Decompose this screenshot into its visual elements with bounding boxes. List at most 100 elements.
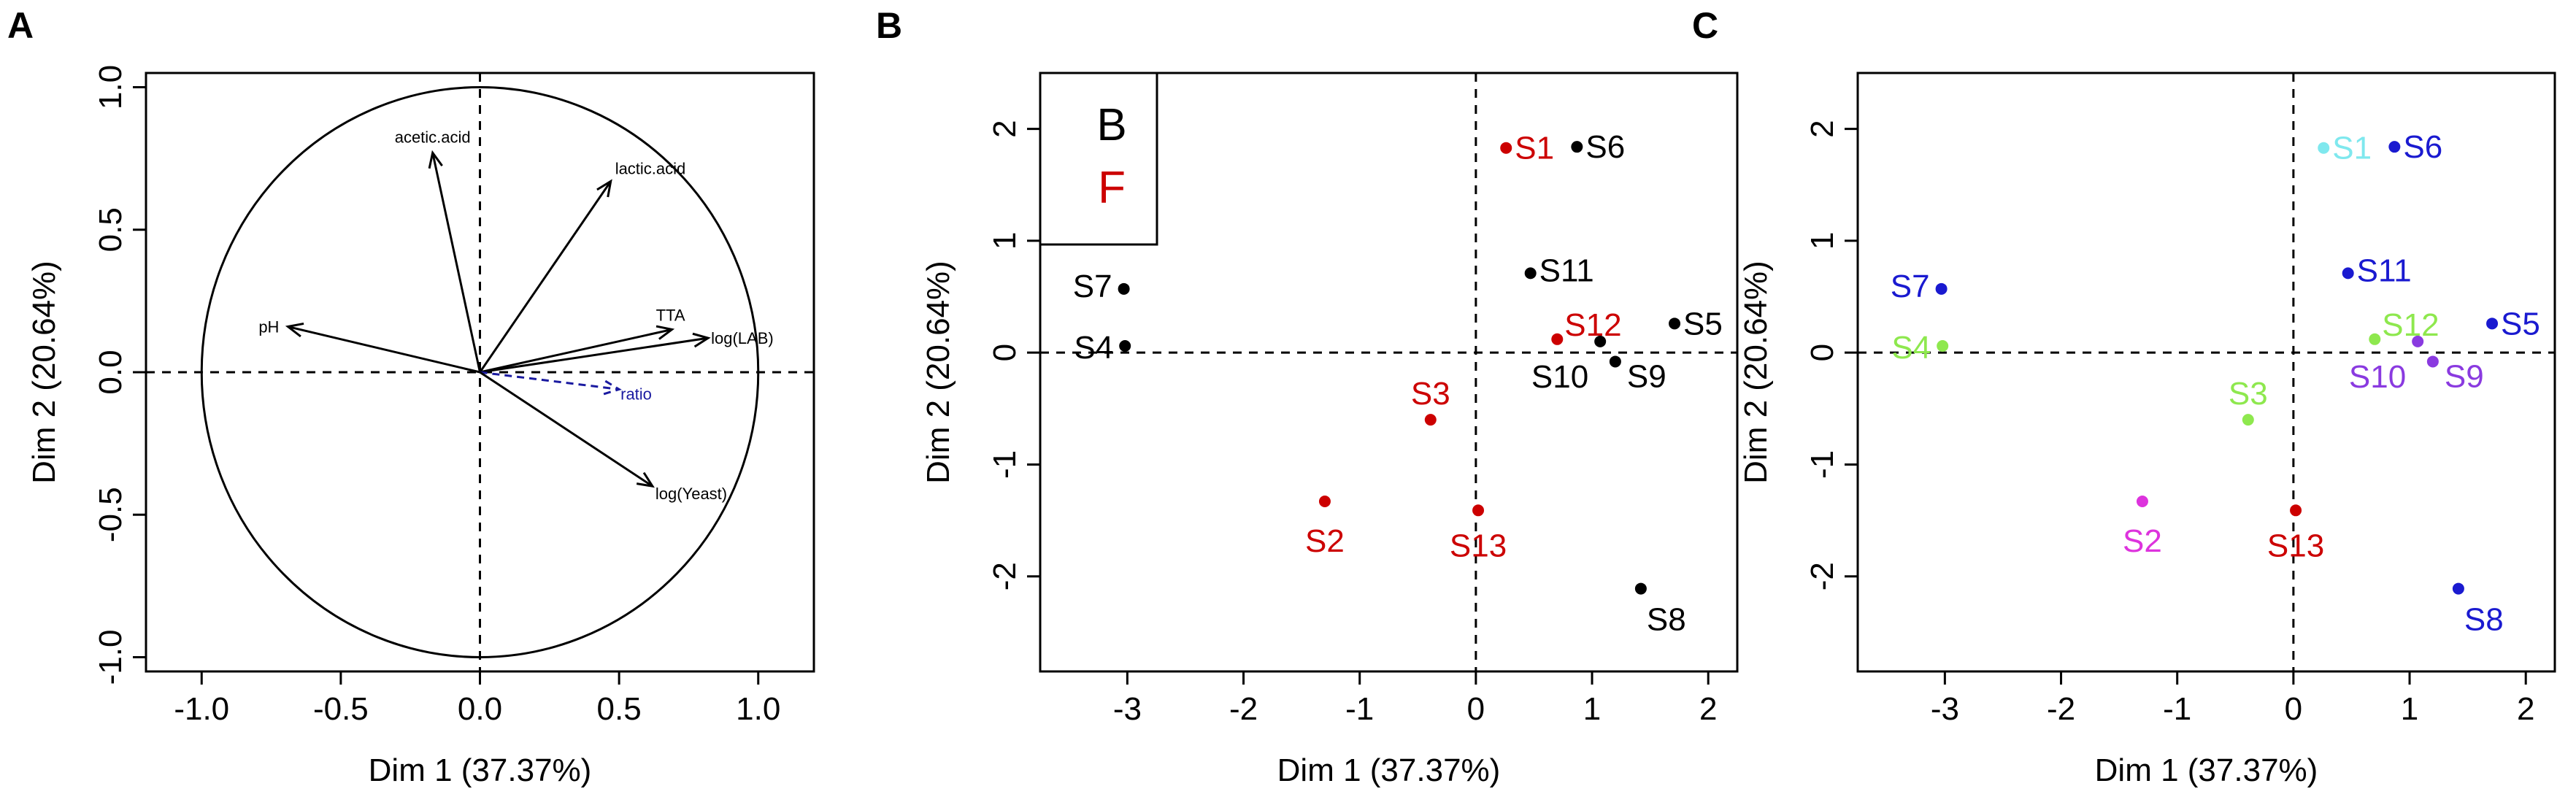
point-label: S7 [1073, 269, 1112, 304]
point-label: S11 [1539, 253, 1594, 288]
vector-arrow [480, 336, 709, 374]
x-tick-label: -1 [1345, 691, 1374, 727]
point-label: S9 [2445, 358, 2484, 394]
x-tick-label: -2 [2047, 691, 2075, 727]
vector-arrow [479, 180, 612, 373]
vector-arrowhead [692, 332, 711, 348]
data-point [2388, 141, 2401, 153]
y-tick-label: -1 [987, 450, 1023, 479]
correlation-circle [200, 86, 760, 658]
point-label: S13 [1450, 528, 1507, 563]
point-label: S11 [2357, 253, 2412, 288]
vector-label: pH [258, 318, 279, 336]
x-tick-label: 1 [2401, 691, 2418, 727]
point-label: S1 [2332, 131, 2372, 166]
data-point [1524, 267, 1537, 280]
panel-a: A -1.0 -0.5 0.0 0.5 1.0 -1.0 -0.5 0.0 0.5 1.0 Dim 1… [7, 5, 815, 788]
data-point [1118, 282, 1130, 295]
data-point [2369, 333, 2381, 345]
point-label: S10 [2349, 359, 2406, 395]
vector-label: log(LAB) [711, 329, 774, 347]
y-tick-label: 1 [1804, 232, 1840, 250]
vector-arrowhead [285, 322, 304, 338]
y-tick-label: -1.0 [93, 630, 128, 685]
y-tick-label: 0 [987, 344, 1023, 361]
x-axis-title: Dim 1 (37.37%) [2095, 752, 2318, 788]
vector-arrow [480, 328, 672, 374]
data-point [2426, 355, 2439, 368]
data-point [1594, 335, 1607, 347]
vector-label: TTA [656, 306, 685, 324]
data-point [1551, 333, 1564, 345]
x-tick-label: 1.0 [736, 691, 780, 727]
point-label: S2 [1305, 523, 1345, 559]
y-tick-label: 1.0 [93, 65, 128, 109]
data-point [1571, 141, 1583, 153]
panel-letter: C [1692, 5, 1718, 46]
x-tick-label: -3 [1113, 691, 1142, 727]
y-tick-label: 0.5 [93, 207, 128, 252]
y-tick-label: -2 [987, 562, 1023, 590]
legend-box [1039, 72, 1158, 246]
panel-b: B -3 -2 -1 0 1 2 -2 -1 0 1 2 Dim 1 (37.37%) Dim 2 (20… [876, 5, 1739, 788]
vector-arrow [480, 371, 620, 390]
data-point [2486, 317, 2499, 330]
point-label: S3 [1411, 376, 1450, 412]
x-tick-label: 0 [1467, 691, 1485, 727]
point-label: S7 [1891, 269, 1930, 304]
panel-letter: A [7, 5, 34, 46]
y-tick-label: -0.5 [93, 487, 128, 542]
point-label: S12 [1564, 307, 1621, 343]
y-tick-label: 2 [1804, 120, 1840, 137]
panel-c: C -3 -2 -1 0 1 2 -2 -1 0 1 2 Dim 1 (37.37%) Dim 2 (20… [1692, 5, 2556, 788]
data-point [2318, 142, 2330, 154]
point-label: S9 [1627, 358, 1666, 394]
y-tick-label: 1 [987, 232, 1023, 250]
data-point [2412, 335, 2424, 347]
x-tick-label: -3 [1931, 691, 1959, 727]
data-point [1318, 496, 1331, 508]
x-tick-label: 2 [1699, 691, 1717, 727]
data-point [1937, 339, 1949, 352]
vector-arrowhead [655, 325, 675, 340]
point-label: S8 [2464, 602, 2504, 638]
vector-label: lactic.acid [615, 159, 686, 177]
vector-arrowhead [428, 150, 443, 169]
data-point [2290, 504, 2302, 517]
data-point [2242, 414, 2254, 426]
point-label: S2 [2123, 523, 2162, 559]
x-tick-label: 0.5 [597, 691, 642, 727]
data-point [2452, 582, 2464, 595]
data-point [1500, 142, 1512, 154]
x-tick-label: 0.0 [458, 691, 502, 727]
vector-arrow [431, 153, 481, 373]
vector-label: acetic.acid [395, 128, 471, 146]
vector-arrow [479, 371, 653, 488]
data-point [1634, 582, 1647, 595]
x-axis-title: Dim 1 (37.37%) [369, 752, 592, 788]
point-label: S5 [2501, 306, 2540, 342]
point-label: S4 [1891, 330, 1931, 366]
y-axis-title: Dim 2 (20.64%) [920, 261, 956, 484]
point-label: S13 [2267, 528, 2324, 563]
x-tick-label: -2 [1229, 691, 1258, 727]
data-point [1609, 355, 1621, 368]
vector-label: log(Yeast) [655, 485, 727, 503]
y-axis-title: Dim 2 (20.64%) [26, 261, 62, 484]
data-point [2136, 496, 2148, 508]
plot-frame [1039, 72, 1739, 673]
point-label: S3 [2229, 376, 2268, 412]
plot-frame [1856, 72, 2556, 673]
y-axis-title: Dim 2 (20.64%) [1738, 261, 1774, 484]
x-tick-label: 0 [2285, 691, 2302, 727]
point-label: S8 [1647, 602, 1686, 638]
x-tick-label: -1 [2163, 691, 2191, 727]
data-point [1424, 414, 1437, 426]
x-tick-label: -0.5 [313, 691, 369, 727]
point-label: S4 [1074, 330, 1113, 366]
data-point [1935, 282, 1948, 295]
y-tick-label: -1 [1804, 450, 1840, 479]
x-tick-label: 2 [2517, 691, 2534, 727]
point-label: S10 [1531, 359, 1588, 395]
